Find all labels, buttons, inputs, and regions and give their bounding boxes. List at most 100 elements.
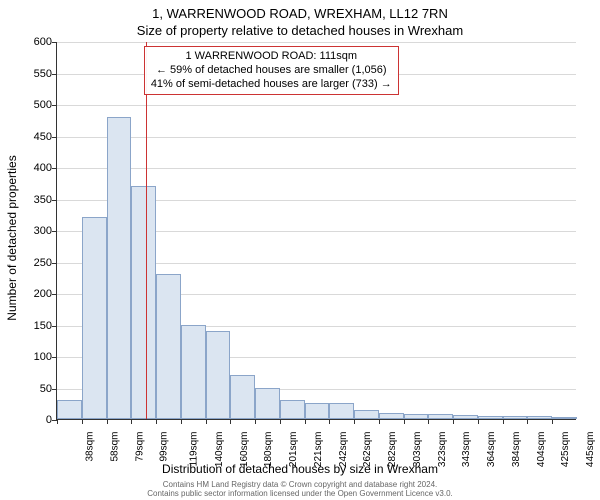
histogram-bar bbox=[280, 400, 305, 419]
gridline bbox=[57, 137, 576, 138]
chart-container: 1, WARRENWOOD ROAD, WREXHAM, LL12 7RN Si… bbox=[0, 0, 600, 500]
xtick-label: 79sqm bbox=[134, 432, 145, 462]
marker-line bbox=[146, 42, 147, 419]
xtick-mark bbox=[131, 419, 132, 424]
ytick-label: 250 bbox=[7, 257, 52, 269]
xtick-mark bbox=[478, 419, 479, 424]
ytick-label: 600 bbox=[7, 36, 52, 48]
histogram-bar bbox=[206, 331, 231, 419]
ytick-label: 0 bbox=[7, 414, 52, 426]
histogram-bar bbox=[181, 325, 206, 420]
annotation-line2: ← 59% of detached houses are smaller (1,… bbox=[151, 64, 392, 78]
xtick-label: 119sqm bbox=[188, 432, 199, 467]
footer-line1: Contains HM Land Registry data © Crown c… bbox=[0, 480, 600, 489]
histogram-bar bbox=[354, 410, 379, 419]
xtick-label: 262sqm bbox=[362, 432, 373, 468]
histogram-bar bbox=[478, 416, 503, 419]
ytick-mark bbox=[52, 168, 57, 169]
xtick-mark bbox=[527, 419, 528, 424]
xtick-mark bbox=[428, 419, 429, 424]
xtick-mark bbox=[57, 419, 58, 424]
xtick-label: 445sqm bbox=[585, 432, 596, 468]
plot-area: 1 WARRENWOOD ROAD: 111sqm ← 59% of detac… bbox=[56, 42, 576, 420]
xtick-label: 160sqm bbox=[239, 432, 250, 468]
xtick-mark bbox=[255, 419, 256, 424]
histogram-bar bbox=[503, 416, 528, 419]
ytick-label: 300 bbox=[7, 225, 52, 237]
xtick-mark bbox=[404, 419, 405, 424]
histogram-bar bbox=[404, 414, 429, 419]
xtick-mark bbox=[181, 419, 182, 424]
xtick-label: 140sqm bbox=[214, 432, 225, 468]
ytick-label: 150 bbox=[7, 320, 52, 332]
xtick-mark bbox=[82, 419, 83, 424]
histogram-bar bbox=[305, 403, 330, 419]
xtick-mark bbox=[206, 419, 207, 424]
ytick-mark bbox=[52, 263, 57, 264]
ytick-label: 400 bbox=[7, 162, 52, 174]
xtick-mark bbox=[329, 419, 330, 424]
ytick-mark bbox=[52, 105, 57, 106]
ytick-mark bbox=[52, 74, 57, 75]
histogram-bar bbox=[329, 403, 354, 419]
xtick-label: 364sqm bbox=[486, 432, 497, 468]
xtick-label: 425sqm bbox=[561, 432, 572, 468]
xtick-label: 323sqm bbox=[437, 432, 448, 468]
histogram-bar bbox=[379, 413, 404, 419]
xtick-mark bbox=[552, 419, 553, 424]
xtick-label: 180sqm bbox=[263, 432, 274, 468]
x-axis-label: Distribution of detached houses by size … bbox=[0, 462, 600, 476]
histogram-bar bbox=[131, 186, 156, 419]
histogram-bar bbox=[527, 416, 552, 419]
gridline bbox=[57, 168, 576, 169]
ytick-label: 450 bbox=[7, 131, 52, 143]
ytick-label: 500 bbox=[7, 99, 52, 111]
ytick-mark bbox=[52, 231, 57, 232]
histogram-bar bbox=[57, 400, 82, 419]
histogram-bar bbox=[230, 375, 255, 419]
histogram-bar bbox=[255, 388, 280, 420]
xtick-label: 343sqm bbox=[462, 432, 473, 468]
xtick-label: 58sqm bbox=[109, 432, 120, 462]
xtick-label: 404sqm bbox=[536, 432, 547, 468]
histogram-bar bbox=[453, 415, 478, 419]
histogram-bar bbox=[156, 274, 181, 419]
xtick-mark bbox=[305, 419, 306, 424]
annotation-line3: 41% of semi-detached houses are larger (… bbox=[151, 78, 392, 92]
annotation-line1: 1 WARRENWOOD ROAD: 111sqm bbox=[151, 50, 392, 64]
xtick-mark bbox=[156, 419, 157, 424]
xtick-mark bbox=[379, 419, 380, 424]
ytick-mark bbox=[52, 200, 57, 201]
xtick-label: 99sqm bbox=[159, 432, 170, 462]
xtick-label: 303sqm bbox=[412, 432, 423, 468]
xtick-label: 201sqm bbox=[288, 432, 299, 468]
ytick-mark bbox=[52, 294, 57, 295]
gridline bbox=[57, 105, 576, 106]
chart-title-line2: Size of property relative to detached ho… bbox=[0, 23, 600, 38]
ytick-label: 550 bbox=[7, 68, 52, 80]
ytick-mark bbox=[52, 137, 57, 138]
ytick-label: 350 bbox=[7, 194, 52, 206]
ytick-label: 50 bbox=[7, 383, 52, 395]
ytick-mark bbox=[52, 357, 57, 358]
xtick-label: 384sqm bbox=[511, 432, 522, 468]
histogram-bar bbox=[428, 414, 453, 419]
ytick-label: 200 bbox=[7, 288, 52, 300]
histogram-bar bbox=[82, 217, 107, 419]
xtick-label: 282sqm bbox=[387, 432, 398, 468]
histogram-bar bbox=[552, 417, 577, 419]
ytick-mark bbox=[52, 42, 57, 43]
marker-annotation: 1 WARRENWOOD ROAD: 111sqm ← 59% of detac… bbox=[144, 46, 399, 95]
xtick-mark bbox=[503, 419, 504, 424]
xtick-mark bbox=[230, 419, 231, 424]
xtick-mark bbox=[354, 419, 355, 424]
xtick-label: 38sqm bbox=[85, 432, 96, 462]
footer-attribution: Contains HM Land Registry data © Crown c… bbox=[0, 480, 600, 498]
chart-title-line1: 1, WARRENWOOD ROAD, WREXHAM, LL12 7RN bbox=[0, 6, 600, 21]
ytick-mark bbox=[52, 326, 57, 327]
xtick-label: 221sqm bbox=[313, 432, 324, 468]
footer-line2: Contains public sector information licen… bbox=[0, 489, 600, 498]
xtick-mark bbox=[453, 419, 454, 424]
histogram-bar bbox=[107, 117, 132, 419]
xtick-mark bbox=[280, 419, 281, 424]
